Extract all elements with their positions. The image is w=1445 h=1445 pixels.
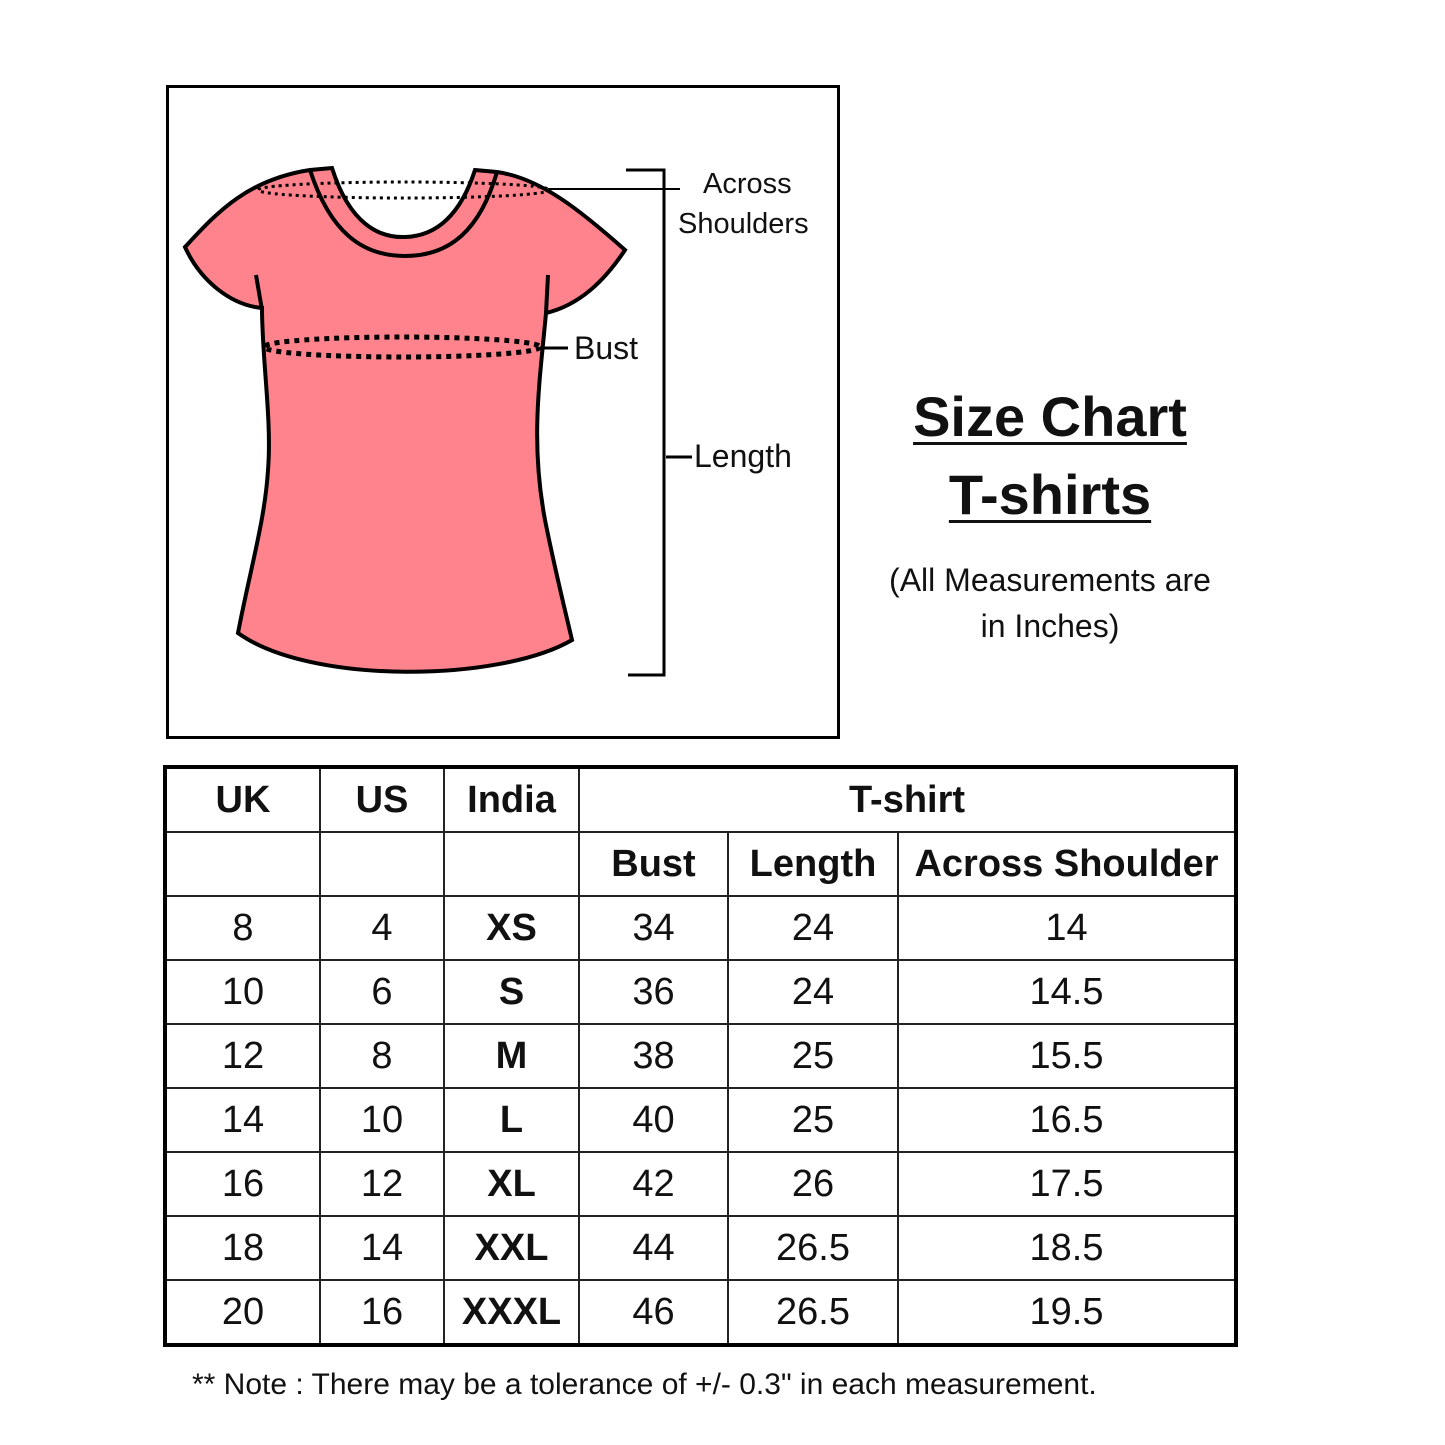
cell-us: 10 xyxy=(319,1087,445,1153)
cell-bust: 46 xyxy=(578,1279,729,1346)
cell-us: 16 xyxy=(319,1279,445,1346)
cell-india: XXXL xyxy=(443,1279,580,1346)
cell-india: L xyxy=(443,1087,580,1153)
cell-uk: 16 xyxy=(164,1151,321,1217)
cell-india: XS xyxy=(443,895,580,961)
table-row: 10 6 S 36 24 14.5 xyxy=(164,959,1237,1025)
cell-length: 26.5 xyxy=(727,1215,899,1281)
header-india: India xyxy=(443,766,580,833)
tshirt-shape xyxy=(182,165,628,674)
label-bust: Bust xyxy=(574,330,639,366)
cell-us: 4 xyxy=(319,895,445,961)
cell-length: 25 xyxy=(727,1087,899,1153)
cell-bust: 42 xyxy=(578,1151,729,1217)
sleeve-seam-right xyxy=(544,274,550,314)
cell-india: XXL xyxy=(443,1215,580,1281)
cell-length: 26.5 xyxy=(727,1279,899,1346)
cell-shoulder: 14 xyxy=(897,895,1237,961)
tolerance-note: ** Note : There may be a tolerance of +/… xyxy=(192,1368,1097,1401)
cell-india: S xyxy=(443,959,580,1025)
cell-us: 12 xyxy=(319,1151,445,1217)
cell-uk: 14 xyxy=(164,1087,321,1153)
cell-us: 14 xyxy=(319,1215,445,1281)
label-shoulders: Shoulders xyxy=(678,208,809,240)
header-length: Length xyxy=(727,831,899,897)
cell-length: 24 xyxy=(727,895,899,961)
cell-uk: 20 xyxy=(164,1279,321,1346)
cell-bust: 36 xyxy=(578,959,729,1025)
length-bracket xyxy=(626,168,666,677)
cell-length: 26 xyxy=(727,1151,899,1217)
cell-uk: 18 xyxy=(164,1215,321,1281)
units-note: (All Measurements are in Inches) xyxy=(850,557,1250,649)
table-row: 8 4 XS 34 24 14 xyxy=(164,895,1237,961)
header-bust: Bust xyxy=(578,831,729,897)
cell-uk: 10 xyxy=(164,959,321,1025)
units-line-1: (All Measurements are xyxy=(889,562,1211,598)
cell-shoulder: 18.5 xyxy=(897,1215,1237,1281)
cell-bust: 34 xyxy=(578,895,729,961)
table-row: 12 8 M 38 25 15.5 xyxy=(164,1023,1237,1089)
cell-uk: 8 xyxy=(164,895,321,961)
sleeve-seam-left xyxy=(254,274,264,311)
label-across: Across xyxy=(703,168,792,200)
table-row: 18 14 XXL 44 26.5 18.5 xyxy=(164,1215,1237,1281)
cell-length: 25 xyxy=(727,1023,899,1089)
neckline xyxy=(308,169,499,259)
header-tshirt: T-shirt xyxy=(578,766,1237,833)
cell-shoulder: 17.5 xyxy=(897,1151,1237,1217)
cell-shoulder: 19.5 xyxy=(897,1279,1237,1346)
size-table: UK US India T-shirt Bust Length Across S… xyxy=(163,765,1238,1347)
cell-shoulder: 15.5 xyxy=(897,1023,1237,1089)
table-row: 14 10 L 40 25 16.5 xyxy=(164,1087,1237,1153)
cell-bust: 44 xyxy=(578,1215,729,1281)
diagram-frame xyxy=(166,85,840,739)
units-line-2: in Inches) xyxy=(980,608,1120,644)
cell-shoulder: 16.5 xyxy=(897,1087,1237,1153)
page-title: Size Chart xyxy=(913,385,1187,448)
table-row: 20 16 XXXL 46 26.5 19.5 xyxy=(164,1279,1237,1346)
cell-us: 8 xyxy=(319,1023,445,1089)
cell-us: 6 xyxy=(319,959,445,1025)
cell-bust: 38 xyxy=(578,1023,729,1089)
table-row: 16 12 XL 42 26 17.5 xyxy=(164,1151,1237,1217)
header-row: UK US India T-shirt xyxy=(164,766,1237,833)
cell-length: 24 xyxy=(727,959,899,1025)
cell-shoulder: 14.5 xyxy=(897,959,1237,1025)
header-uk: UK xyxy=(164,766,321,833)
empty-cell xyxy=(164,831,321,897)
empty-cell xyxy=(443,831,580,897)
label-length: Length xyxy=(694,438,792,474)
header-us: US xyxy=(319,766,445,833)
cell-india: XL xyxy=(443,1151,580,1217)
cell-uk: 12 xyxy=(164,1023,321,1089)
cell-india: M xyxy=(443,1023,580,1089)
cell-bust: 40 xyxy=(578,1087,729,1153)
subheader-row: Bust Length Across Shoulder xyxy=(164,831,1237,897)
header-shoulder: Across Shoulder xyxy=(897,831,1237,897)
empty-cell xyxy=(319,831,445,897)
page-subtitle: T-shirts xyxy=(948,463,1152,526)
